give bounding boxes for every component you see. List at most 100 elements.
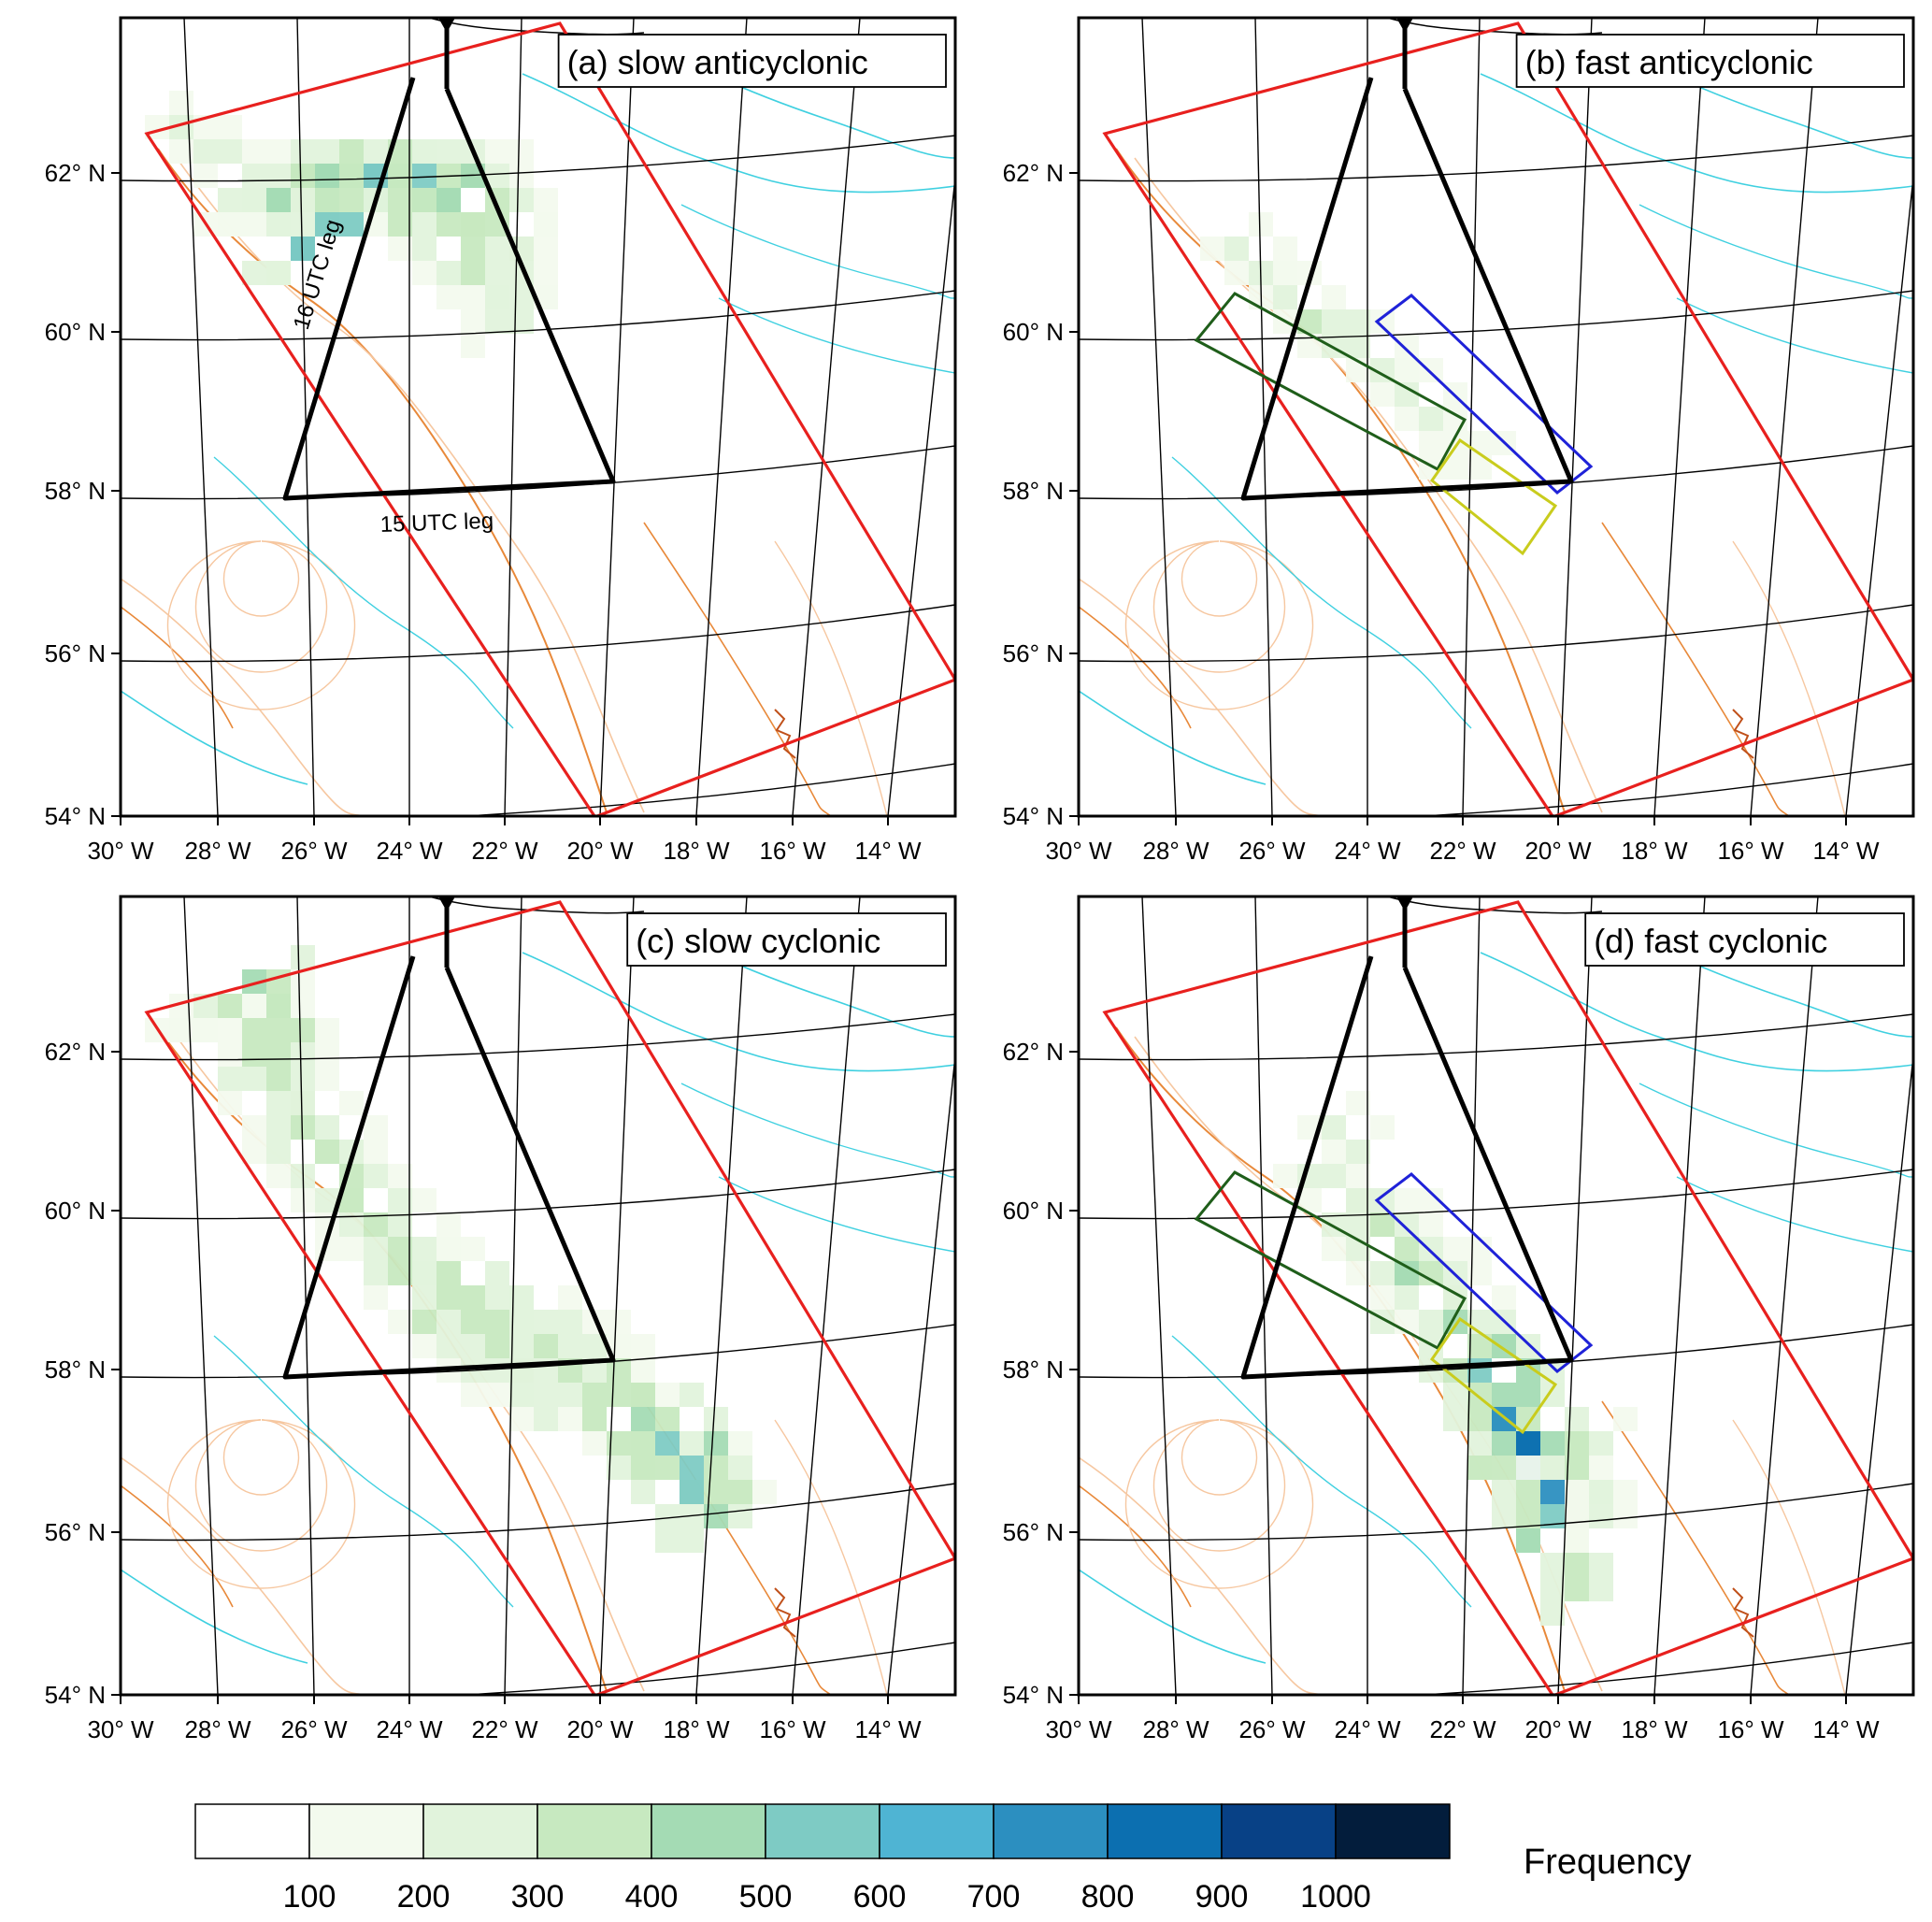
lat-tick-label: 58° N bbox=[1003, 1355, 1064, 1384]
frequency-cell bbox=[364, 1164, 388, 1188]
colorbar-swatch bbox=[1107, 1803, 1223, 1859]
colorbar-swatch bbox=[194, 1803, 310, 1859]
frequency-cell bbox=[1565, 1480, 1589, 1504]
frequency-cell bbox=[436, 212, 461, 237]
lat-tick-label: 56° N bbox=[45, 1518, 106, 1546]
latitude-line bbox=[1079, 290, 1913, 341]
bathymetry-contour bbox=[121, 1569, 308, 1664]
frequency-cell bbox=[1419, 431, 1443, 455]
frequency-cell bbox=[1419, 1310, 1443, 1334]
frequency-cell bbox=[436, 261, 461, 285]
latitude-line bbox=[121, 1324, 955, 1379]
frequency-cell bbox=[291, 188, 315, 212]
frequency-cell bbox=[412, 1188, 436, 1212]
lat-tick-label: 54° N bbox=[1003, 802, 1064, 830]
frequency-cell bbox=[1540, 1456, 1565, 1480]
frequency-cell bbox=[1516, 1504, 1540, 1528]
frequency-cell bbox=[412, 212, 436, 237]
frequency-cell bbox=[1467, 1431, 1492, 1456]
frequency-cell bbox=[315, 1115, 339, 1140]
frequency-cell bbox=[1273, 261, 1297, 285]
frequency-cell bbox=[461, 309, 485, 334]
latitude-line bbox=[1079, 1169, 1913, 1220]
longitude-line bbox=[1845, 171, 1913, 816]
lon-tick-label: 22° W bbox=[471, 837, 538, 865]
lon-tick-label: 14° W bbox=[854, 1715, 922, 1743]
frequency-cell bbox=[1346, 1091, 1370, 1115]
frequency-cell bbox=[485, 237, 509, 261]
frequency-cell bbox=[1540, 1431, 1565, 1456]
panel-title-text: (d) fast cyclonic bbox=[1594, 922, 1827, 960]
frequency-cell bbox=[1613, 1480, 1638, 1504]
bathymetry-contour bbox=[1124, 1419, 1314, 1589]
frequency-cell bbox=[485, 139, 509, 164]
frequency-cell bbox=[218, 1091, 242, 1115]
frequency-cell bbox=[509, 1407, 534, 1431]
bathymetry-contour bbox=[774, 1587, 796, 1638]
frequency-cell bbox=[1395, 1237, 1419, 1261]
frequency-cell bbox=[436, 285, 461, 309]
frequency-cell bbox=[509, 1334, 534, 1358]
frequency-cell bbox=[242, 139, 266, 164]
frequency-cell bbox=[509, 188, 534, 212]
frequency-cell bbox=[655, 1383, 680, 1407]
bathymetry-contour bbox=[1079, 606, 1192, 729]
frequency-cell bbox=[1322, 285, 1346, 309]
frequency-cell bbox=[655, 1456, 680, 1480]
frequency-cell bbox=[1395, 1261, 1419, 1285]
frequency-cell bbox=[631, 1431, 655, 1456]
frequency-cell bbox=[509, 164, 534, 188]
frequency-heatmap bbox=[145, 91, 558, 358]
frequency-heatmap bbox=[1200, 212, 1516, 480]
lat-tick-label: 62° N bbox=[45, 159, 106, 187]
frequency-cell bbox=[291, 945, 315, 969]
frequency-cell bbox=[1540, 1553, 1565, 1577]
frequency-cell bbox=[1516, 1456, 1540, 1480]
frequency-cell bbox=[339, 188, 364, 212]
lon-tick-label: 24° W bbox=[1334, 837, 1401, 865]
frequency-cell bbox=[436, 139, 461, 164]
panel-frame bbox=[1077, 895, 1915, 1697]
frequency-cell bbox=[680, 1383, 704, 1407]
panel-title: (d) fast cyclonic bbox=[1584, 912, 1905, 967]
frequency-cell bbox=[1200, 237, 1224, 261]
frequency-cell bbox=[388, 188, 412, 212]
frequency-cell bbox=[485, 1383, 509, 1407]
frequency-cell bbox=[339, 1091, 364, 1115]
map-content bbox=[1079, 896, 1913, 1695]
lon-tick-label: 26° W bbox=[280, 837, 348, 865]
lon-tick-label: 26° W bbox=[1238, 837, 1306, 865]
bathymetry-contour bbox=[1079, 1569, 1267, 1664]
panel-title: (a) slow anticyclonic bbox=[557, 34, 947, 88]
frequency-cell bbox=[1540, 1480, 1565, 1504]
lon-tick-label: 16° W bbox=[1717, 1715, 1784, 1743]
flight-track bbox=[282, 77, 616, 501]
colorbar-swatch bbox=[308, 1803, 424, 1859]
lon-tick-label: 20° W bbox=[1524, 837, 1592, 865]
domain-box bbox=[144, 22, 955, 816]
map-background bbox=[1079, 18, 1913, 816]
panel-title-text: (b) fast anticyclonic bbox=[1525, 43, 1813, 81]
colorbar-label: 300 bbox=[511, 1879, 565, 1915]
frequency-cell bbox=[266, 1067, 291, 1091]
longitude-line bbox=[1079, 1684, 1080, 1695]
lon-tick-label: 26° W bbox=[1238, 1715, 1306, 1743]
lon-tick-label: 20° W bbox=[1524, 1715, 1592, 1743]
frequency-cell bbox=[218, 1042, 242, 1067]
frequency-cell bbox=[291, 1042, 315, 1067]
frequency-cell bbox=[218, 1067, 242, 1091]
frequency-cell bbox=[291, 1091, 315, 1115]
frequency-cell bbox=[461, 212, 485, 237]
colorbar-swatch bbox=[1221, 1803, 1337, 1859]
frequency-cell bbox=[655, 1431, 680, 1456]
frequency-cell bbox=[1540, 1577, 1565, 1601]
bathymetry-contour bbox=[121, 1456, 365, 1695]
frequency-cell bbox=[242, 1042, 266, 1067]
bathymetry-contour bbox=[1676, 297, 1913, 374]
bathymetry-contour bbox=[1079, 578, 1323, 816]
frequency-cell bbox=[315, 164, 339, 188]
frequency-cell bbox=[534, 1310, 558, 1334]
frequency-cell bbox=[364, 1237, 388, 1261]
